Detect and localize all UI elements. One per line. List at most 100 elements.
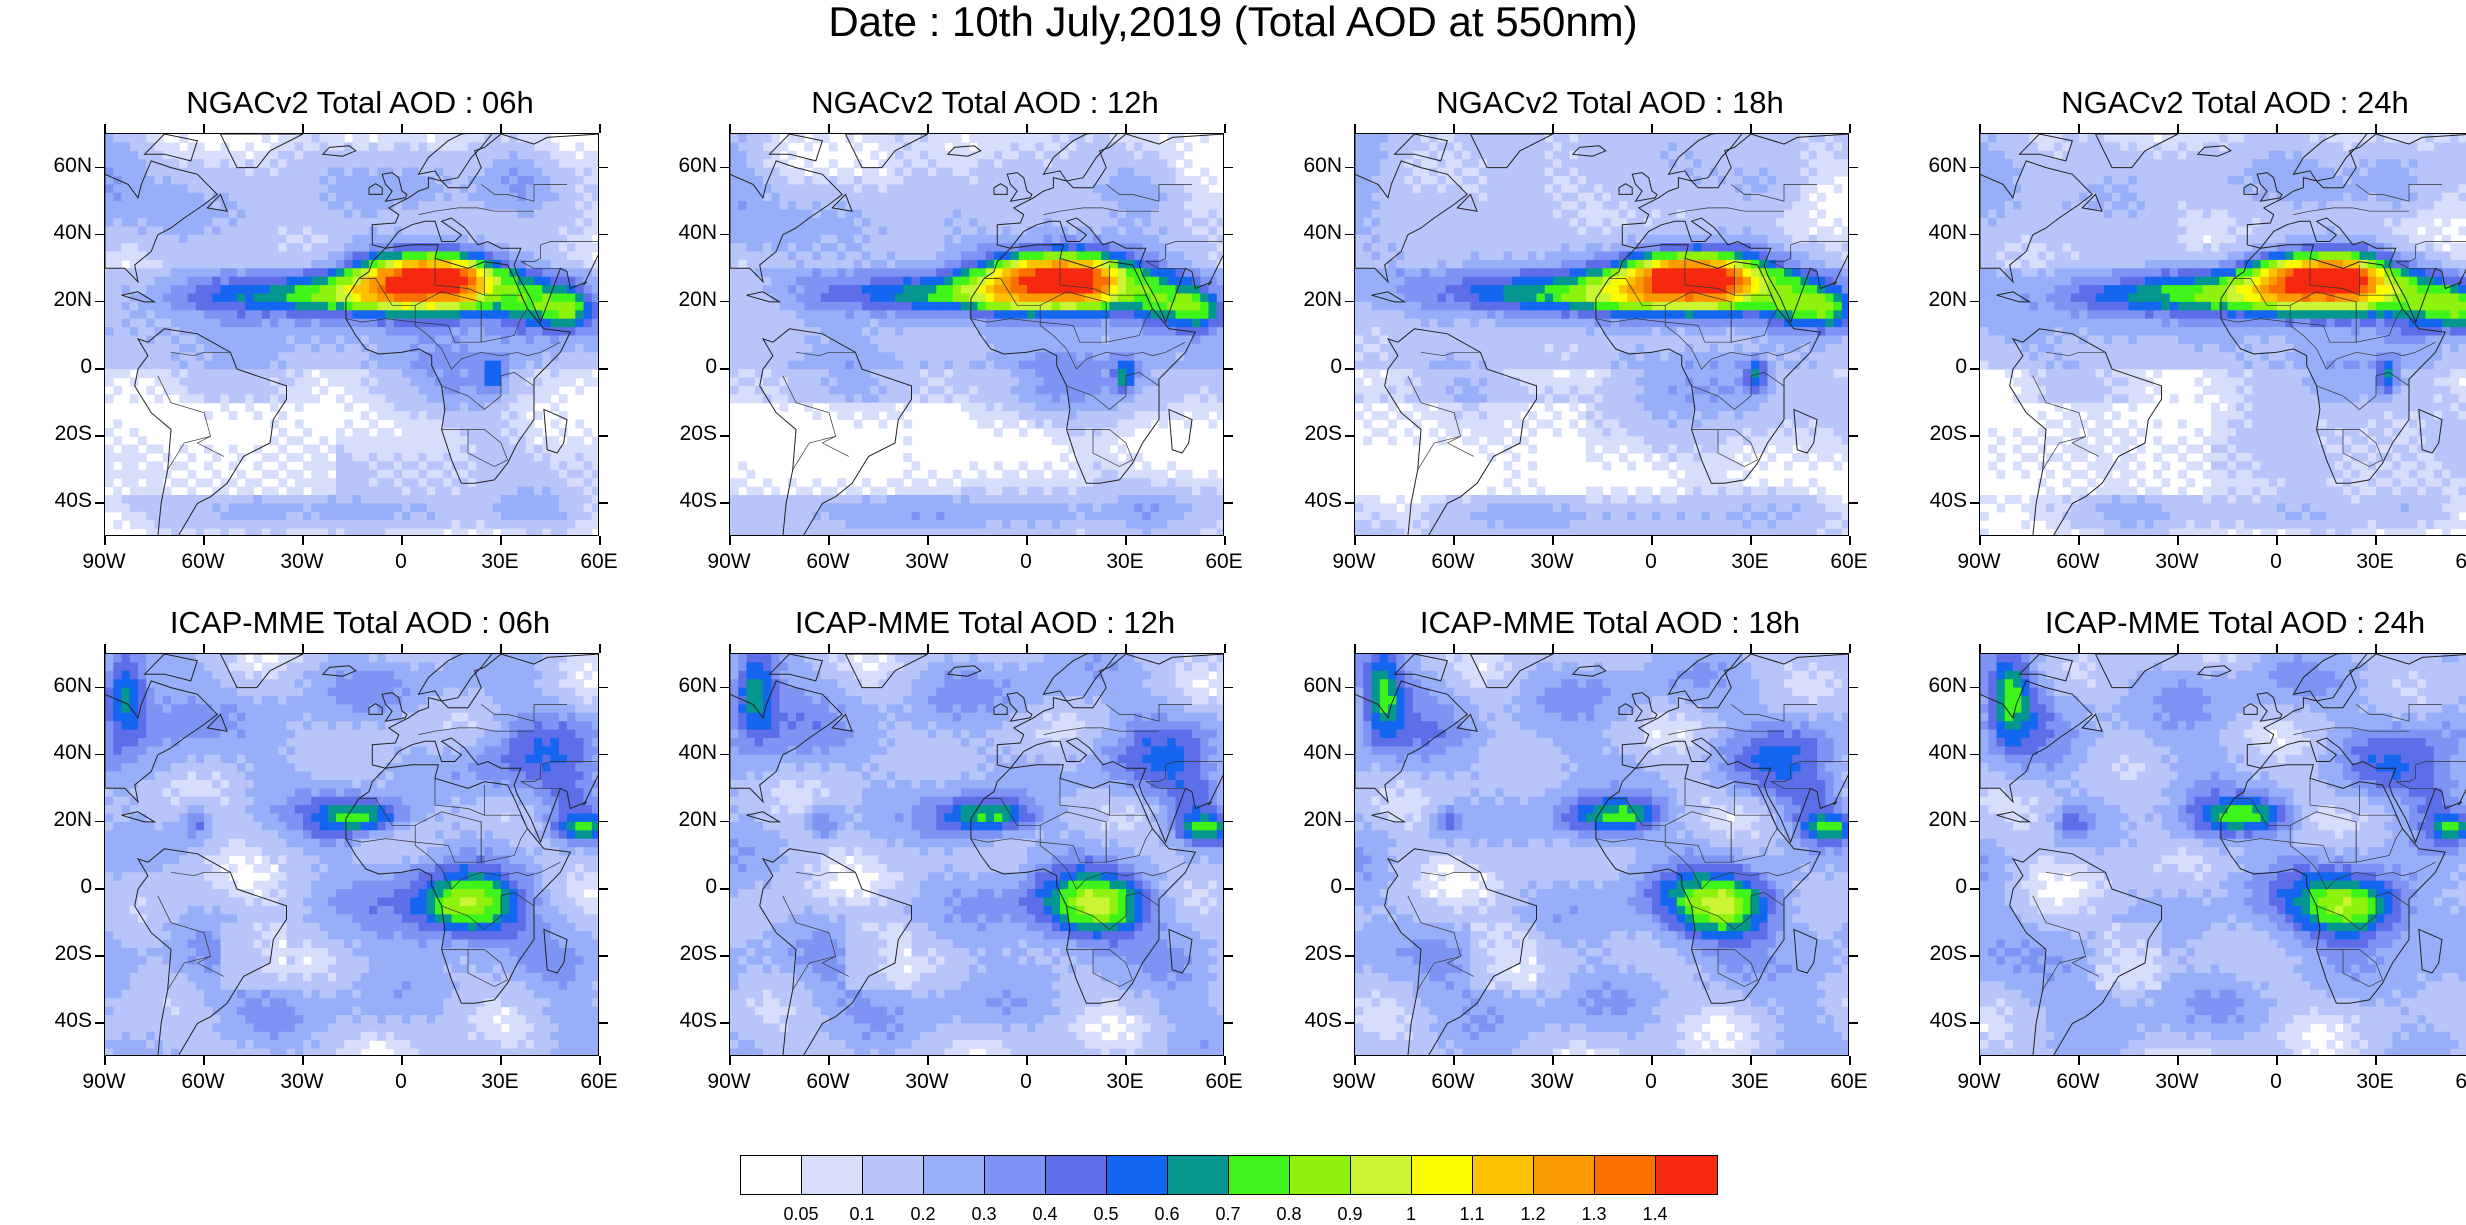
lon-tick — [2375, 536, 2377, 545]
lat-tick — [1849, 234, 1858, 236]
lat-tick — [720, 821, 729, 823]
lat-tick — [1224, 435, 1233, 437]
lat-tick-label: 60N — [1917, 154, 1967, 178]
lat-tick — [95, 888, 104, 890]
colorbar-swatch — [741, 1156, 802, 1194]
lon-tick — [2276, 536, 2278, 545]
lat-tick — [1224, 301, 1233, 303]
lon-tick — [1354, 536, 1356, 545]
lat-tick — [1345, 435, 1354, 437]
lon-tick — [1750, 644, 1752, 653]
lat-tick — [1970, 821, 1979, 823]
lat-tick — [1345, 955, 1354, 957]
lat-tick-label: 20S — [42, 942, 92, 966]
lat-tick-label: 40S — [42, 1009, 92, 1033]
lat-tick — [720, 234, 729, 236]
colorbar-swatch — [985, 1156, 1046, 1194]
lon-tick-label: 60E — [1194, 550, 1254, 574]
aod-map — [104, 653, 599, 1056]
lon-tick-label: 0 — [2246, 550, 2306, 574]
lat-tick — [599, 821, 608, 823]
lat-tick — [1224, 687, 1233, 689]
lon-tick — [104, 644, 106, 653]
lat-tick-label: 40S — [1292, 489, 1342, 513]
colorbar-swatch — [863, 1156, 924, 1194]
lon-tick-label: 30E — [1720, 550, 1780, 574]
lon-tick — [828, 124, 830, 133]
lat-tick-label: 40S — [1917, 489, 1967, 513]
lon-tick — [2177, 644, 2179, 653]
lat-tick — [599, 1022, 608, 1024]
lon-tick — [927, 1056, 929, 1065]
lon-tick — [599, 1056, 601, 1065]
lat-tick — [1849, 167, 1858, 169]
lat-tick-label: 40N — [1292, 741, 1342, 765]
lon-tick-label: 90W — [1949, 1070, 2009, 1094]
lon-tick-label: 90W — [74, 1070, 134, 1094]
colorbar-swatch — [1595, 1156, 1656, 1194]
lon-tick-label: 60W — [1423, 1070, 1483, 1094]
lon-tick — [302, 644, 304, 653]
lat-tick — [599, 301, 608, 303]
lat-tick — [1345, 301, 1354, 303]
lon-tick — [1552, 1056, 1554, 1065]
colorbar-swatch — [1473, 1156, 1534, 1194]
lat-tick — [1970, 368, 1979, 370]
lon-tick-label: 0 — [2246, 1070, 2306, 1094]
lon-tick-label: 60W — [798, 550, 858, 574]
lon-tick — [2078, 536, 2080, 545]
lon-tick — [1651, 644, 1653, 653]
aod-map — [1354, 133, 1849, 536]
lon-tick-label: 60W — [798, 1070, 858, 1094]
lon-tick — [104, 124, 106, 133]
lat-tick — [599, 888, 608, 890]
lon-tick-label: 30W — [1522, 550, 1582, 574]
lon-tick — [1750, 536, 1752, 545]
lat-tick-label: 40S — [42, 489, 92, 513]
lat-tick — [1849, 821, 1858, 823]
lat-tick-label: 40N — [1917, 741, 1967, 765]
lat-tick — [1224, 234, 1233, 236]
lat-tick — [1970, 502, 1979, 504]
lat-tick — [1224, 1022, 1233, 1024]
lon-tick — [203, 644, 205, 653]
lon-tick — [2375, 1056, 2377, 1065]
lat-tick-label: 0 — [1292, 875, 1342, 899]
aod-field-svg — [1355, 654, 1849, 1056]
lat-tick — [95, 234, 104, 236]
lat-tick — [1849, 955, 1858, 957]
lon-tick — [2177, 1056, 2179, 1065]
colorbar-swatch — [1534, 1156, 1595, 1194]
lat-tick-label: 20S — [1917, 422, 1967, 446]
lat-tick — [720, 754, 729, 756]
lon-tick — [1849, 1056, 1851, 1065]
lon-tick — [401, 1056, 403, 1065]
lon-tick — [2078, 124, 2080, 133]
lon-tick — [2375, 124, 2377, 133]
lon-tick — [1224, 644, 1226, 653]
lon-tick-label: 0 — [996, 550, 1056, 574]
aod-map — [104, 133, 599, 536]
lon-tick-label: 30E — [470, 550, 530, 574]
lat-tick-label: 0 — [42, 355, 92, 379]
lat-tick — [720, 167, 729, 169]
lon-tick-label: 0 — [371, 1070, 431, 1094]
lon-tick — [1453, 644, 1455, 653]
lon-tick-label: 60W — [173, 1070, 233, 1094]
lat-tick-label: 40S — [667, 1009, 717, 1033]
lon-tick — [1849, 124, 1851, 133]
lon-tick — [1552, 536, 1554, 545]
lat-tick-label: 20S — [667, 942, 717, 966]
colorbar-swatch — [802, 1156, 863, 1194]
lat-tick-label: 20N — [1917, 808, 1967, 832]
lon-tick — [599, 644, 601, 653]
lat-tick-label: 20N — [42, 288, 92, 312]
colorbar-swatch — [1229, 1156, 1290, 1194]
lat-tick-label: 40S — [1292, 1009, 1342, 1033]
lat-tick — [95, 955, 104, 957]
lat-tick-label: 20N — [667, 808, 717, 832]
lon-tick-label: 90W — [1949, 550, 2009, 574]
lon-tick — [828, 1056, 830, 1065]
